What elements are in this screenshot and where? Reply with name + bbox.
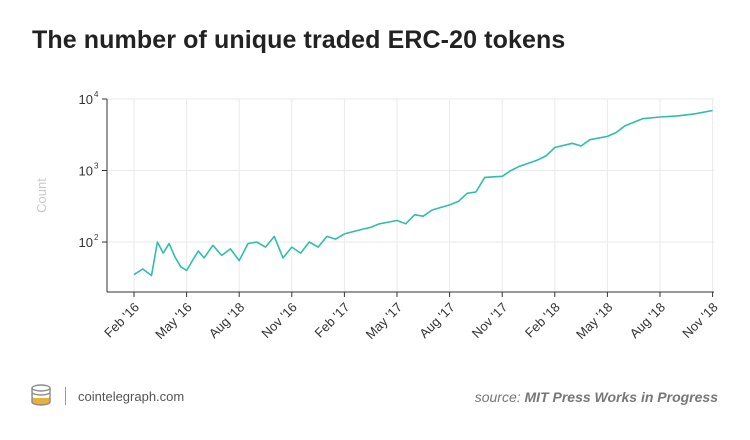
y-tick-exponent: 4 bbox=[94, 90, 99, 99]
y-tick-label: 10 bbox=[79, 164, 93, 179]
footer-divider bbox=[65, 387, 66, 405]
x-tick-label: Nov '16 bbox=[258, 300, 299, 341]
source-prefix: source: bbox=[474, 389, 521, 405]
series-line bbox=[133, 109, 713, 277]
site-name: cointelegraph.com bbox=[78, 389, 185, 404]
y-tick-exponent: 2 bbox=[94, 233, 99, 242]
x-tick-label: May '17 bbox=[363, 300, 406, 343]
x-tick-label: Aug '18 bbox=[627, 300, 668, 341]
x-tick-label: May '18 bbox=[573, 300, 616, 343]
x-tick-label: Nov '17 bbox=[469, 300, 510, 341]
x-tick-label: Aug '17 bbox=[416, 300, 457, 341]
y-tick-label: 10 bbox=[79, 92, 93, 107]
line-chart: Feb '16 May '16 Aug '18 Nov '16 Feb '17 May '… bbox=[34, 90, 721, 343]
x-tick-label: May '16 bbox=[152, 300, 195, 343]
x-tick-label: Feb '17 bbox=[312, 300, 353, 341]
source-name: MIT Press Works in Progress bbox=[524, 389, 718, 405]
chart-title: The number of unique traded ERC-20 token… bbox=[32, 26, 566, 54]
x-tick-label: Nov '18 bbox=[679, 300, 720, 341]
y-tick-exponent: 3 bbox=[94, 162, 99, 171]
cointelegraph-logo-icon bbox=[31, 384, 51, 406]
x-tick-label: Feb '18 bbox=[522, 300, 563, 341]
x-tick-label: Feb '16 bbox=[101, 300, 142, 341]
y-tick-label: 10 bbox=[79, 235, 93, 250]
x-tick-label: Aug '18 bbox=[206, 300, 247, 341]
y-axis-label: Count bbox=[34, 178, 49, 213]
source-credit: source: MIT Press Works in Progress bbox=[475, 389, 718, 405]
